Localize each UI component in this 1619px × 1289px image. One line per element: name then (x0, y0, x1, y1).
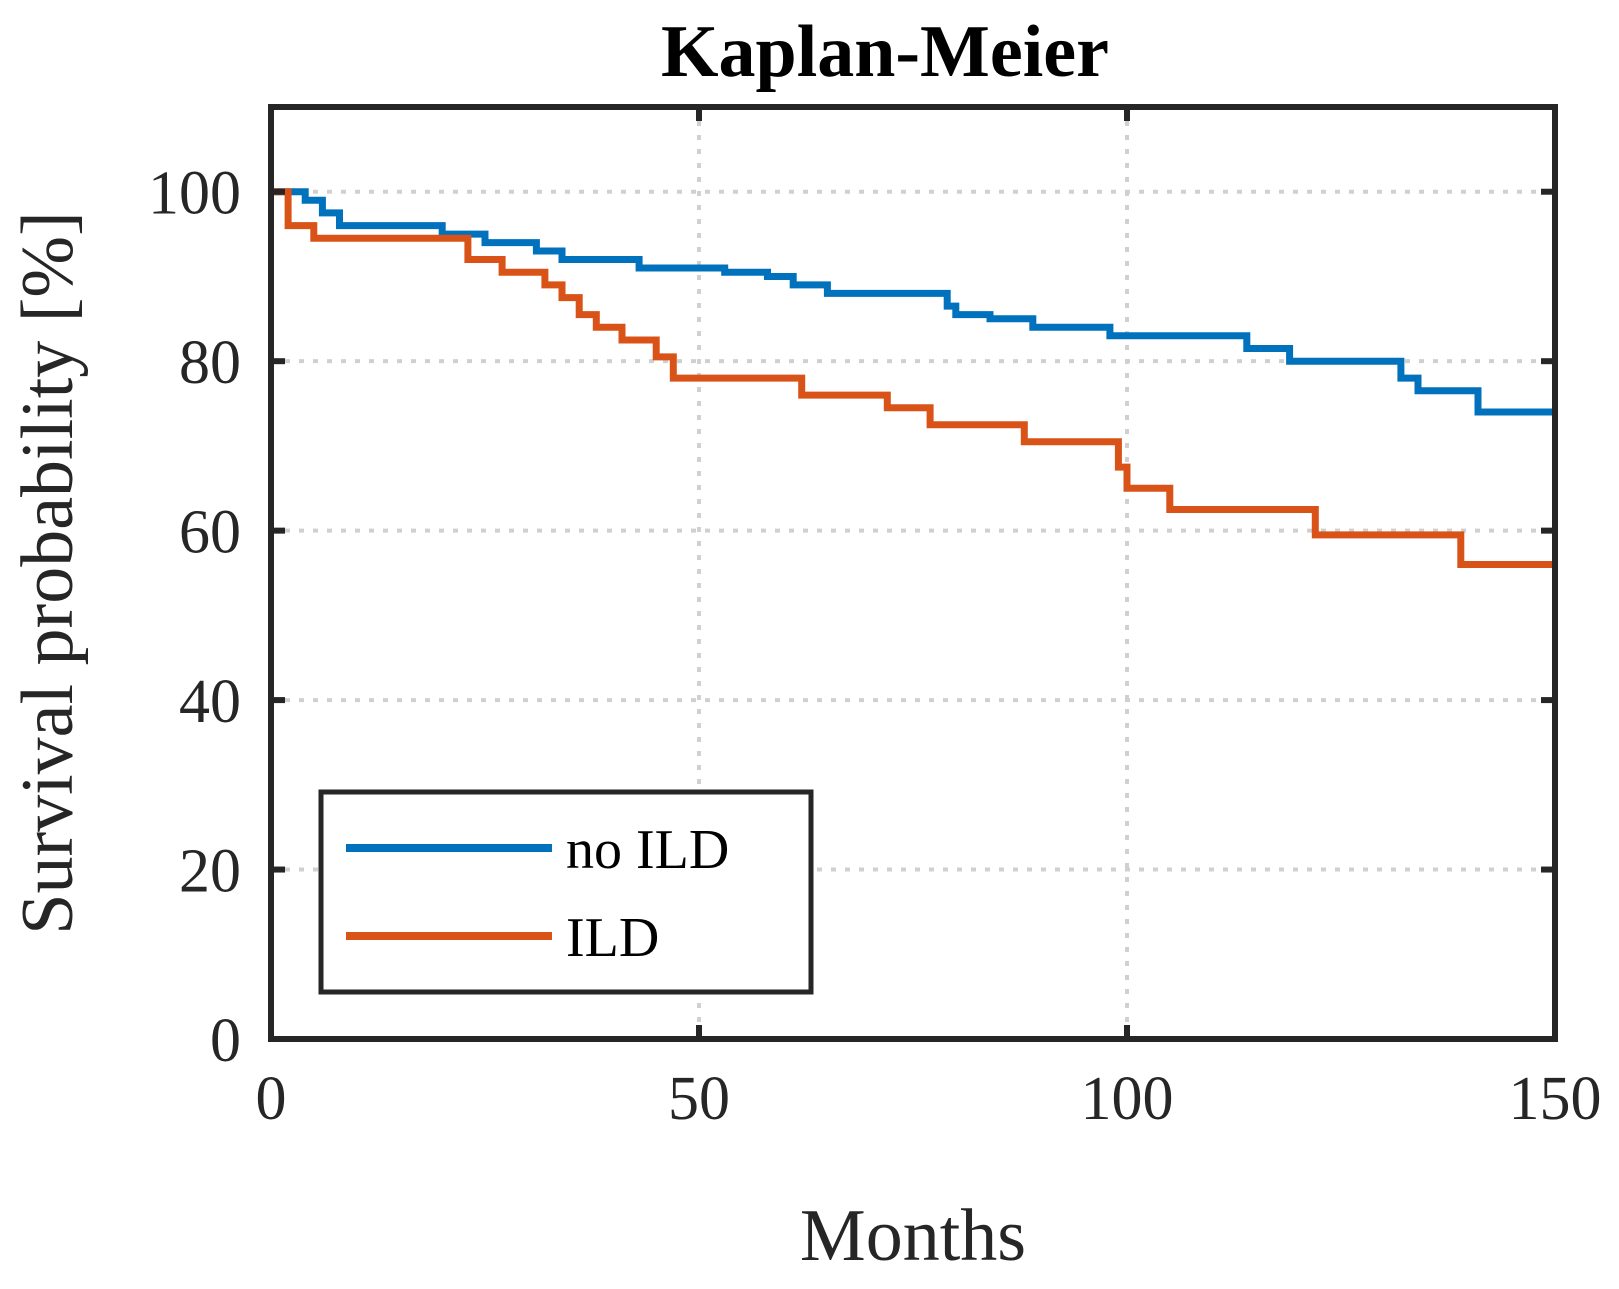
x-tick-label-150: 150 (1509, 1065, 1602, 1133)
legend: no ILD ILD (318, 789, 814, 995)
x-axis-label: Months (800, 1195, 1026, 1277)
y-tick-label-40: 40 (179, 668, 241, 736)
y-tick-label-80: 80 (179, 329, 241, 397)
plot-frame (268, 104, 1558, 1042)
y-tick-label-0: 0 (210, 1007, 241, 1075)
axis-ticks: 0 50 100 150 0 20 40 60 80 100 (148, 107, 1602, 1133)
x-tick-label-50: 50 (668, 1065, 730, 1133)
x-tick-label-100: 100 (1081, 1065, 1174, 1133)
x-tick-label-0: 0 (256, 1065, 287, 1133)
legend-box (318, 789, 814, 995)
legend-label-no-ild: no ILD (566, 819, 729, 881)
y-axis-label: Survival probability [%] (7, 211, 89, 934)
series-layer (271, 188, 1555, 568)
y-tick-label-60: 60 (179, 499, 241, 567)
series-line-ild (271, 188, 1555, 568)
y-tick-label-20: 20 (179, 838, 241, 906)
y-tick-label-100: 100 (148, 160, 241, 228)
legend-label-ild: ILD (566, 907, 659, 969)
series-line-no-ild (271, 188, 1555, 416)
chart-title: Kaplan-Meier (661, 11, 1109, 93)
